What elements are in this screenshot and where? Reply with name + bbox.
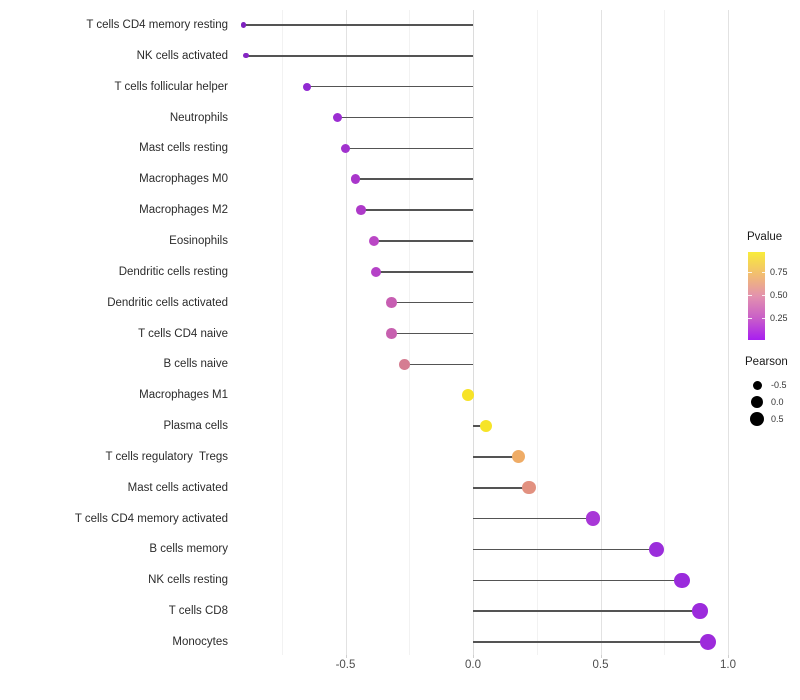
x-axis-tick-label: 0.5 xyxy=(592,659,609,671)
lollipop-dot xyxy=(355,205,366,215)
pvalue-bar-tick xyxy=(748,272,752,273)
lollipop-dot xyxy=(350,174,361,185)
lollipop-dot xyxy=(340,143,351,154)
pvalue-bar-tick xyxy=(761,272,765,273)
category-label: Macrophages M1 xyxy=(139,389,228,402)
lollipop-segment xyxy=(404,363,473,366)
category-label: T cells CD4 memory activated xyxy=(74,512,228,525)
minor-gridline xyxy=(409,10,411,655)
major-gridline xyxy=(728,10,729,655)
category-label: T cells CD4 naive xyxy=(138,327,228,340)
category-label: Plasma cells xyxy=(163,420,228,433)
lollipop-segment xyxy=(473,486,530,489)
category-label: B cells memory xyxy=(149,543,228,556)
pvalue-bar-tick xyxy=(748,318,752,319)
pvalue-tick-label: 0.50 xyxy=(770,290,788,300)
category-label: T cells CD4 memory resting xyxy=(86,19,228,31)
pvalue-bar-tick xyxy=(761,318,765,319)
lollipop-dot xyxy=(461,389,474,402)
pvalue-tick-label: 0.25 xyxy=(770,313,788,323)
category-label: T cells CD8 xyxy=(168,605,228,618)
major-gridline xyxy=(345,10,347,655)
category-label: Dendritic cells activated xyxy=(107,296,228,309)
lollipop-dot xyxy=(303,82,312,91)
lollipop-dot xyxy=(386,328,397,339)
category-label: Dendritic cells resting xyxy=(118,265,228,278)
x-axis-tick xyxy=(600,655,602,658)
lollipop-segment xyxy=(355,178,473,181)
lollipop-segment xyxy=(473,548,657,551)
category-label: Eosinophils xyxy=(169,234,228,247)
minor-gridline xyxy=(281,10,283,655)
lollipop-dot xyxy=(243,53,249,59)
lollipop-dot xyxy=(398,358,410,370)
lollipop-dot xyxy=(699,634,716,650)
minor-gridline xyxy=(664,10,666,655)
lollipop-segment xyxy=(473,641,708,643)
category-label: Mast cells resting xyxy=(139,142,228,155)
lollipop-segment xyxy=(473,579,683,582)
major-gridline xyxy=(600,10,602,655)
lollipop-segment xyxy=(473,517,593,520)
pvalue-bar-tick xyxy=(761,295,765,296)
x-axis-tick-label: 0.0 xyxy=(465,659,481,671)
lollipop-dot xyxy=(522,481,536,495)
x-axis-tick xyxy=(728,655,729,658)
lollipop-segment xyxy=(391,332,473,335)
lollipop-dot xyxy=(674,572,690,589)
x-axis-tick xyxy=(345,655,347,658)
lollipop-segment xyxy=(473,456,519,458)
pvalue-gradient-bar xyxy=(748,252,765,340)
category-label: B cells naive xyxy=(163,358,228,371)
major-gridline xyxy=(473,10,474,655)
lollipop-segment xyxy=(246,55,473,57)
category-label: Macrophages M2 xyxy=(139,204,228,217)
pearson-legend-label: 0.0 xyxy=(771,397,784,407)
pearson-legend-label: 0.5 xyxy=(771,414,784,424)
category-label: T cells follicular helper xyxy=(114,80,228,93)
category-label: NK cells activated xyxy=(136,49,228,62)
lollipop-dot xyxy=(240,22,247,28)
lollipop-dot xyxy=(479,419,492,433)
pvalue-bar-tick xyxy=(748,295,752,296)
category-label: NK cells resting xyxy=(148,574,228,587)
x-axis-tick-label: -0.5 xyxy=(335,659,356,671)
minor-gridline xyxy=(536,10,538,655)
category-label: Mast cells activated xyxy=(127,481,228,494)
pearson-legend-dot xyxy=(752,380,762,390)
category-label: Monocytes xyxy=(172,636,228,648)
lollipop-dot xyxy=(585,511,600,526)
lollipop-dot xyxy=(371,266,382,277)
category-label: Macrophages M0 xyxy=(139,173,228,186)
lollipop-segment xyxy=(473,425,486,427)
lollipop-dot xyxy=(386,297,397,308)
lollipop-segment xyxy=(243,24,473,26)
pearson-legend-title: Pearson xyxy=(745,356,788,368)
lollipop-segment xyxy=(373,240,473,242)
lollipop-dot xyxy=(692,603,708,620)
lollipop-segment xyxy=(391,301,473,304)
lollipop-segment xyxy=(307,85,473,88)
lollipop-segment xyxy=(473,610,700,612)
pvalue-tick-label: 0.75 xyxy=(770,267,788,277)
pearson-legend-dot xyxy=(750,412,764,426)
pearson-legend-dot xyxy=(751,396,763,408)
lollipop-segment xyxy=(360,209,473,211)
pvalue-legend-title: Pvalue xyxy=(747,231,783,243)
pearson-legend-label: -0.5 xyxy=(771,380,787,390)
lollipop-segment xyxy=(376,271,473,273)
lollipop-dot xyxy=(512,450,526,464)
lollipop-dot xyxy=(649,541,665,558)
category-label: Neutrophils xyxy=(169,111,228,124)
category-label: T cells regulatory Tregs xyxy=(105,450,228,463)
lollipop-segment xyxy=(337,116,473,119)
lollipop-dot xyxy=(333,112,343,123)
lollipop-segment xyxy=(345,147,473,150)
x-axis-tick-label: 1.0 xyxy=(720,659,736,671)
x-axis-tick xyxy=(473,655,474,658)
lollipop-dot xyxy=(368,235,379,246)
